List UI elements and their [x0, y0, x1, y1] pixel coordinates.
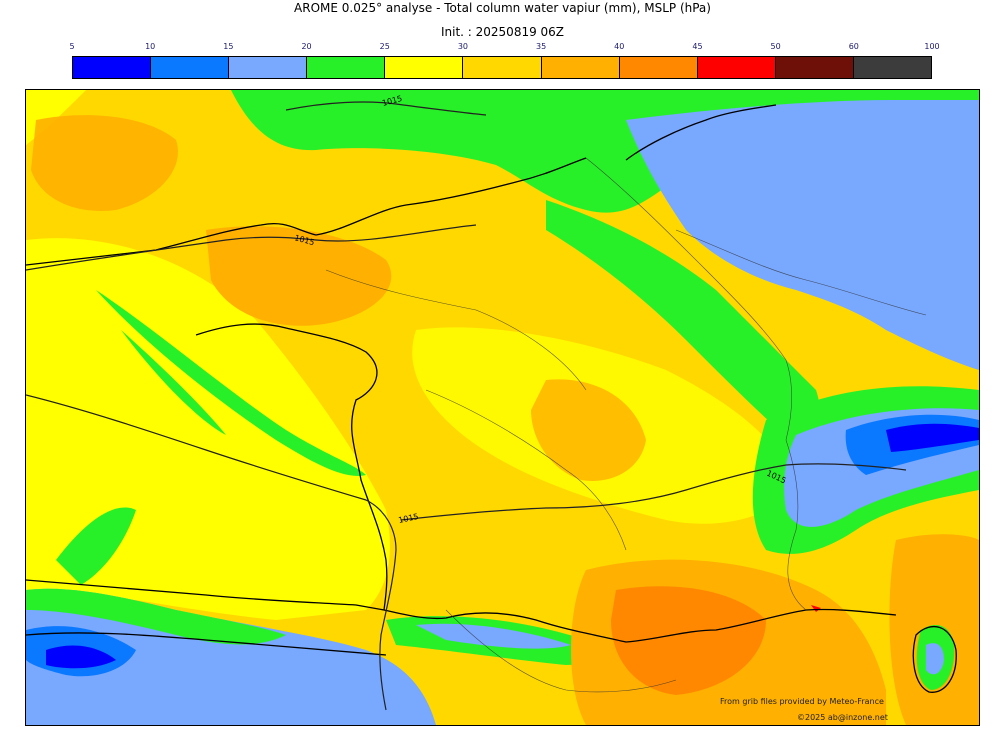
- colorbar-tick-label: 5: [69, 42, 75, 51]
- colorbar-segment: [151, 57, 230, 78]
- colorbar-segment: [307, 57, 386, 78]
- colorbar-segment: [775, 57, 854, 78]
- colorbar-tick-label: 40: [614, 42, 625, 51]
- colorbar-segment: [619, 57, 698, 78]
- colorbar-legend: [72, 56, 932, 79]
- colorbar-segment: [73, 57, 152, 78]
- weather-map: 1015 1015 1015 1015: [25, 89, 980, 726]
- colorbar-tick-label: 50: [770, 42, 781, 51]
- colorbar-segment: [853, 57, 932, 78]
- colorbar-segment: [463, 57, 542, 78]
- colorbar-segment: [229, 57, 308, 78]
- field-orange-brittany: [206, 226, 392, 326]
- colorbar-tick-label: 20: [301, 42, 312, 51]
- coastlines: [26, 104, 957, 693]
- colorbar-tick-label: 10: [145, 42, 156, 51]
- colorbar-segment: [541, 57, 620, 78]
- colorbar-tick-label: 35: [535, 42, 547, 51]
- colorbar-tick-label: 30: [457, 42, 468, 51]
- colorbar-tick-label: 45: [692, 42, 703, 51]
- colorbar-segment: [697, 57, 776, 78]
- isobars-mslp: [26, 101, 907, 711]
- init-time: Init. : 20250819 06Z: [440, 25, 565, 39]
- colorbar-tick-label: 100: [924, 42, 940, 51]
- colorbar-segment: [385, 57, 464, 78]
- colorbar-tick-label: 60: [848, 42, 859, 51]
- data-source-credit: From grib files provided by Meteo-France: [720, 697, 884, 706]
- isobar-label: 1015: [398, 512, 420, 525]
- field-blue-northeast: [626, 100, 979, 370]
- colorbar-tick-label: 15: [223, 42, 234, 51]
- borders: [325, 157, 927, 693]
- copyright-credit: ©2025 ab@inzone.net: [797, 713, 888, 722]
- map-title: AROME 0.025° analyse - Total column wate…: [294, 1, 711, 15]
- colorbar-tick-label: 25: [379, 42, 390, 51]
